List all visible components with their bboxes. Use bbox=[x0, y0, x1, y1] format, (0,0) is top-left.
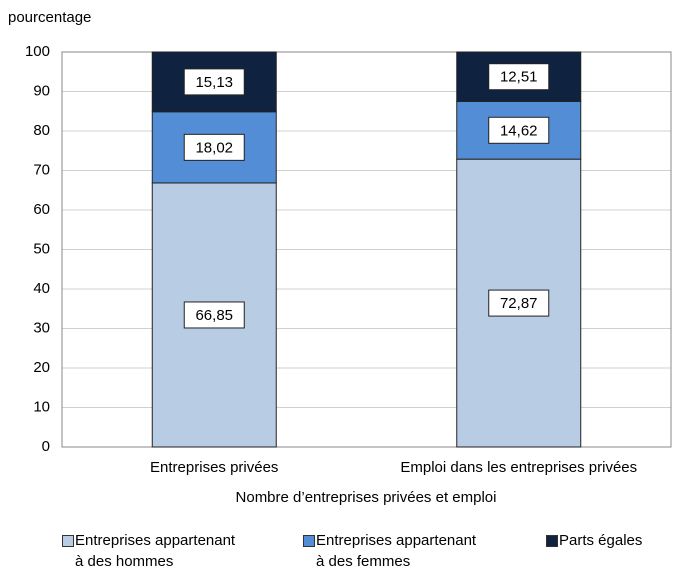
value-label-box bbox=[183, 133, 245, 161]
value-label-box bbox=[488, 63, 550, 91]
x-axis-label: Nombre d’entreprises privées et emploi bbox=[236, 489, 497, 506]
x-tick-label: Emploi dans les entreprises privées bbox=[400, 459, 637, 476]
y-tick-label: 60 bbox=[33, 201, 50, 218]
value-label: 72,87 bbox=[500, 295, 538, 312]
y-tick-label: 90 bbox=[33, 82, 50, 99]
value-label-box bbox=[488, 289, 550, 317]
legend-label: Entreprises appartenant à des femmes bbox=[316, 532, 477, 570]
y-tick-label: 80 bbox=[33, 122, 50, 139]
y-tick-label: 20 bbox=[33, 359, 50, 376]
y-tick-label: 50 bbox=[33, 240, 50, 257]
y-tick-label: 70 bbox=[33, 161, 50, 178]
legend-swatch bbox=[62, 535, 74, 547]
plot-border bbox=[61, 51, 672, 448]
y-tick-label: 0 bbox=[42, 438, 50, 455]
value-label-box bbox=[183, 301, 245, 329]
legend-swatch bbox=[303, 535, 315, 547]
y-tick-label: 100 bbox=[25, 43, 50, 60]
value-label: 15,13 bbox=[195, 74, 233, 91]
y-axis-label: pourcentage bbox=[8, 9, 91, 26]
legend-swatch bbox=[546, 535, 558, 547]
value-label: 14,62 bbox=[500, 122, 538, 139]
legend-label: Entreprises appartenant à des hommes bbox=[75, 532, 236, 570]
value-label-box bbox=[488, 116, 550, 144]
value-label: 18,02 bbox=[195, 139, 233, 156]
legend-label: Parts égales bbox=[559, 532, 643, 549]
value-label: 12,51 bbox=[500, 69, 538, 86]
y-tick-label: 40 bbox=[33, 280, 50, 297]
y-tick-label: 10 bbox=[33, 398, 50, 415]
y-tick-label: 30 bbox=[33, 319, 50, 336]
value-label-box bbox=[183, 68, 245, 96]
x-tick-label: Entreprises privées bbox=[150, 459, 278, 476]
value-label: 66,85 bbox=[195, 307, 233, 324]
